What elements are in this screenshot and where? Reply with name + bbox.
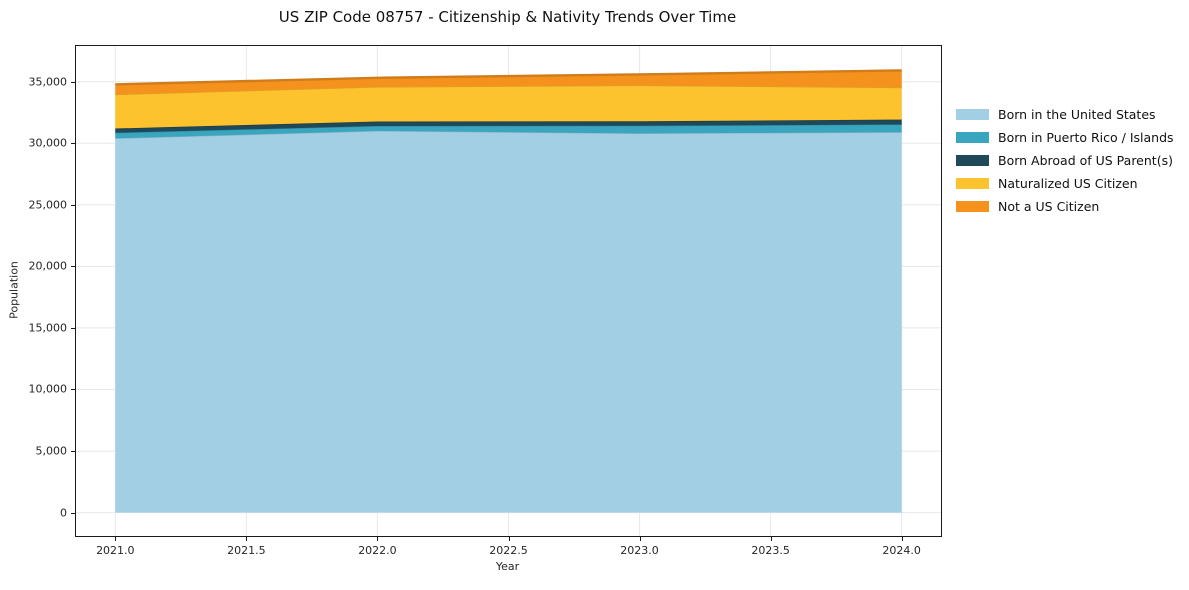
legend-label: Born in the United States <box>998 107 1156 122</box>
x-tick-mark <box>770 536 772 541</box>
y-axis-label: Population <box>7 261 21 319</box>
stacked-area-chart <box>76 46 941 536</box>
y-tick-mark <box>71 81 76 83</box>
y-tick-mark <box>71 204 76 206</box>
x-tick-label: 2023.0 <box>620 544 659 557</box>
area-band-4 <box>115 70 902 95</box>
legend-swatch <box>956 132 989 143</box>
x-tick-mark <box>377 536 379 541</box>
y-tick-label: 15,000 <box>28 321 68 335</box>
x-tick-mark <box>901 536 903 541</box>
legend-swatch <box>956 201 989 212</box>
y-tick-label: 35,000 <box>28 75 68 89</box>
legend-swatch <box>956 178 989 189</box>
y-tick-mark <box>71 266 76 268</box>
area-band-2 <box>115 119 902 133</box>
area-band-0 <box>115 130 902 513</box>
y-tick-mark <box>71 143 76 145</box>
area-band-edge-3 <box>115 84 902 96</box>
x-tick-mark <box>508 536 510 541</box>
legend-label: Born Abroad of US Parent(s) <box>998 153 1173 168</box>
area-band-edge-1 <box>115 123 902 134</box>
legend-item-2: Born Abroad of US Parent(s) <box>956 149 1174 172</box>
y-tick-label: 0 <box>60 506 67 520</box>
area-band-edge-2 <box>115 119 902 130</box>
area-band-edge-4 <box>115 69 902 86</box>
legend-swatch <box>956 155 989 166</box>
area-band-3 <box>115 85 902 129</box>
chart-title: US ZIP Code 08757 - Citizenship & Nativi… <box>278 8 737 26</box>
legend-label: Not a US Citizen <box>998 199 1100 214</box>
x-tick-mark <box>115 536 117 541</box>
y-tick-label: 25,000 <box>28 198 68 212</box>
y-tick-label: 20,000 <box>28 259 68 273</box>
y-tick-mark <box>71 327 76 329</box>
x-axis-label: Year <box>495 560 520 573</box>
legend-item-3: Naturalized US Citizen <box>956 172 1174 195</box>
x-tick-label: 2024.0 <box>882 544 921 557</box>
x-tick-mark <box>639 536 641 541</box>
x-tick-label: 2021.0 <box>96 544 135 557</box>
y-tick-label: 10,000 <box>28 382 68 396</box>
x-tick-label: 2022.0 <box>358 544 397 557</box>
legend-item-4: Not a US Citizen <box>956 195 1174 218</box>
y-tick-label: 5,000 <box>35 444 68 458</box>
legend-item-0: Born in the United States <box>956 103 1174 126</box>
legend-swatch <box>956 109 989 120</box>
x-tick-label: 2021.5 <box>227 544 266 557</box>
x-tick-label: 2023.5 <box>751 544 790 557</box>
y-tick-mark <box>71 451 76 453</box>
plot-area: 0 5,000 10,000 15,000 20,000 25,000 30,000 35,0… <box>29 45 942 557</box>
y-tick-mark <box>71 512 76 514</box>
y-tick-mark <box>71 389 76 391</box>
x-tick-label: 2022.5 <box>489 544 528 557</box>
y-tick-label: 30,000 <box>28 136 68 150</box>
legend-label: Naturalized US Citizen <box>998 176 1138 191</box>
legend-label: Born in Puerto Rico / Islands <box>998 130 1174 145</box>
legend-item-1: Born in Puerto Rico / Islands <box>956 126 1174 149</box>
legend: Born in the United States Born in Puerto … <box>956 103 1174 218</box>
x-tick-mark <box>246 536 248 541</box>
